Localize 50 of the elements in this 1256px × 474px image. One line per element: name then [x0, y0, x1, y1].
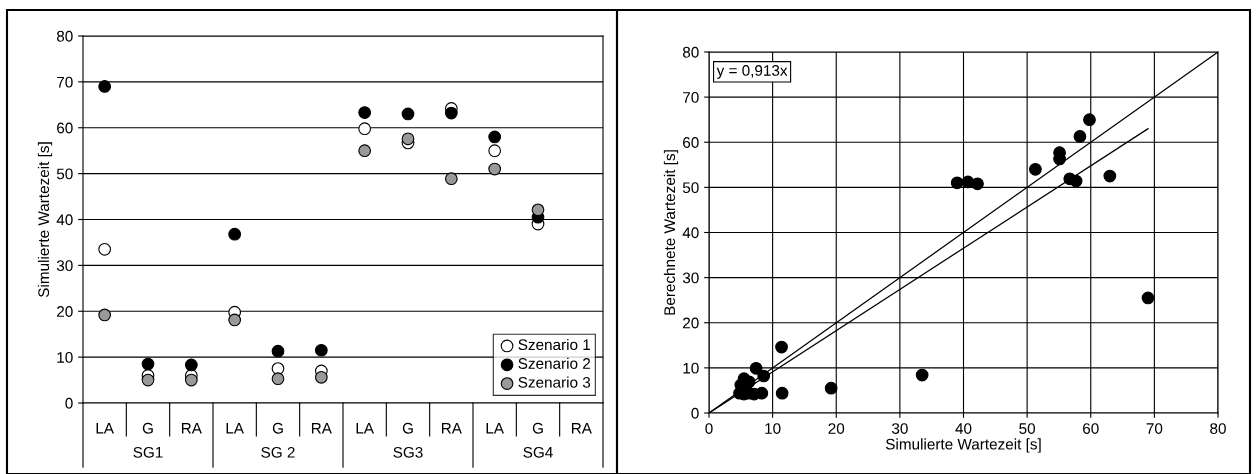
y-tick-label: 20 [57, 306, 73, 317]
x-tick-label: 80 [1210, 423, 1226, 434]
legend-label: Szenario 3 [518, 376, 591, 388]
x-tick-label: G [142, 422, 153, 434]
x-tick-label: G [272, 422, 283, 434]
x-tick-label: 50 [1019, 423, 1036, 434]
y-tick-label: 20 [683, 317, 699, 329]
x-tick-label: 60 [1083, 423, 1099, 434]
y-tick-label: 0 [65, 397, 73, 409]
x-tick-label: RA [311, 423, 332, 434]
x-tick-label: 0 [705, 423, 713, 434]
x-tick-label: RA [181, 423, 202, 434]
y-tick-label: 40 [56, 214, 73, 226]
y-tick-label: 80 [56, 30, 73, 42]
x-tick-label: RA [571, 423, 592, 434]
y-tick-label: 10 [57, 351, 73, 363]
legend-label: Szenario 2 [518, 357, 591, 369]
y-tick-label: 0 [691, 407, 699, 419]
text: SG3 [393, 446, 423, 458]
text: SG 2 [261, 446, 295, 458]
x-tick-label: 10 [765, 423, 781, 434]
y-tick-label: 30 [682, 272, 699, 284]
y-tick-label: 60 [57, 122, 73, 134]
y-tick-label: 40 [682, 227, 699, 239]
y-tick-label: 60 [683, 137, 699, 148]
x-tick-label: RA [441, 423, 462, 434]
y-axis-title: Berechnete Wartezeit [s] [663, 150, 679, 315]
y-tick-label: 80 [682, 46, 699, 58]
x-axis-title: Simulierte Wartezeit [s] [885, 438, 1041, 453]
x-tick-label: LA [356, 423, 374, 434]
x-tick-label: LA [96, 423, 114, 434]
x-tick-label: 20 [828, 423, 845, 434]
y-tick-label: 50 [682, 182, 699, 194]
y-tick-label: 30 [56, 260, 73, 272]
annotation: y = 0,913x [716, 65, 788, 79]
x-tick-label: G [402, 422, 413, 434]
text: SG1 [133, 446, 163, 458]
y-tick-label: 70 [683, 91, 699, 103]
x-tick-label: 40 [955, 423, 972, 434]
y-axis-title: Simulierte Wartezeit [s] [37, 142, 53, 298]
y-tick-label: 70 [57, 76, 73, 88]
y-tick-label: 50 [56, 168, 73, 180]
text: SG4 [523, 446, 553, 458]
x-tick-label: LA [486, 423, 504, 434]
x-tick-label: LA [226, 423, 244, 434]
y-tick-label: 10 [683, 362, 699, 374]
x-tick-label: 30 [891, 423, 908, 434]
x-tick-label: G [532, 422, 543, 434]
legend-label: Szenario 1 [518, 338, 591, 351]
x-tick-label: 70 [1146, 423, 1163, 434]
